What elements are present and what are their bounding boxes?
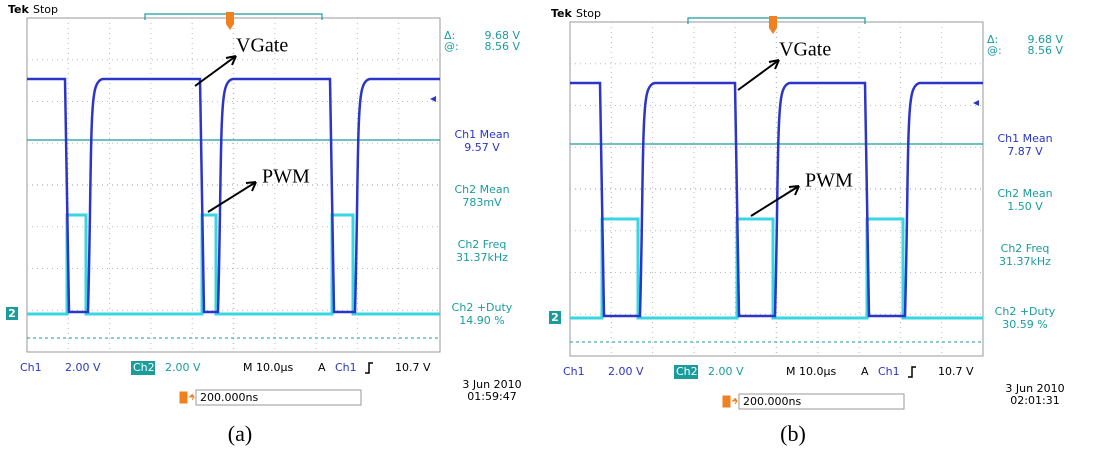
caption: (b) bbox=[780, 421, 806, 446]
caption: (a) bbox=[228, 421, 252, 446]
ch2-scale: 2.00 V bbox=[165, 361, 201, 374]
trigger-position: 200.000ns bbox=[200, 391, 258, 404]
time: 02:01:31 bbox=[1010, 394, 1059, 407]
trigger-mode: A bbox=[318, 361, 326, 374]
time: 01:59:47 bbox=[467, 390, 516, 403]
at-value: 8.56 V bbox=[484, 40, 520, 53]
ch2-scale: 2.00 V bbox=[708, 365, 744, 378]
measurement-label: Ch1 Mean bbox=[454, 128, 509, 141]
ch2-label: Ch2 bbox=[133, 361, 155, 374]
at-label: @: bbox=[987, 44, 1002, 57]
trigger-level: 10.7 V bbox=[395, 361, 431, 374]
measurement-label: Ch2 Freq bbox=[1001, 242, 1050, 255]
trigger-level: 10.7 V bbox=[938, 365, 974, 378]
channel-marker: 2 bbox=[551, 311, 559, 324]
status: Stop bbox=[576, 7, 601, 20]
trigger-channel: Ch1 bbox=[335, 361, 357, 374]
annotation: PWM bbox=[262, 166, 310, 188]
measurement-value: 1.50 V bbox=[1007, 200, 1043, 213]
ch1-label: Ch1 bbox=[20, 361, 42, 374]
measurement-value: 30.59 % bbox=[1002, 318, 1047, 331]
trigger-channel: Ch1 bbox=[878, 365, 900, 378]
brand: Tek bbox=[8, 3, 30, 16]
ch1-scale: 2.00 V bbox=[608, 365, 644, 378]
measurement-value: 31.37kHz bbox=[999, 255, 1051, 268]
trigger-edge bbox=[908, 367, 916, 377]
measurement-label: Ch2 Mean bbox=[454, 183, 509, 196]
trigger-pos-icon bbox=[723, 396, 737, 407]
trigger-pos-icon bbox=[180, 392, 194, 403]
measurement-label: Ch2 +Duty bbox=[452, 301, 513, 314]
trigger-edge bbox=[365, 363, 373, 373]
measurement-value: 7.87 V bbox=[1007, 145, 1043, 158]
measurement-value: 783mV bbox=[462, 196, 502, 209]
measurement-label: Ch2 +Duty bbox=[995, 305, 1056, 318]
trigger-mode: A bbox=[861, 365, 869, 378]
channel-marker: 2 bbox=[8, 307, 16, 320]
measurement-value: 31.37kHz bbox=[456, 251, 508, 264]
figure: 2TekStopΔ:9.68 V@:8.56 VCh1 Mean9.57 VCh… bbox=[0, 0, 1100, 450]
measurement-label: Ch1 Mean bbox=[997, 132, 1052, 145]
ch2-label: Ch2 bbox=[676, 365, 698, 378]
annotation: PWM bbox=[805, 170, 853, 192]
at-value: 8.56 V bbox=[1027, 44, 1063, 57]
ch1-scale: 2.00 V bbox=[65, 361, 101, 374]
annotation: VGate bbox=[236, 35, 288, 57]
brand: Tek bbox=[551, 7, 573, 20]
measurement-label: Ch2 Mean bbox=[997, 187, 1052, 200]
measurement-value: 9.57 V bbox=[464, 141, 500, 154]
timebase: M 10.0µs bbox=[786, 365, 836, 378]
annotation: VGate bbox=[779, 39, 831, 61]
measurement-label: Ch2 Freq bbox=[458, 238, 507, 251]
at-label: @: bbox=[444, 40, 459, 53]
timebase: M 10.0µs bbox=[243, 361, 293, 374]
trigger-position: 200.000ns bbox=[743, 395, 801, 408]
status: Stop bbox=[33, 3, 58, 16]
measurement-value: 14.90 % bbox=[459, 314, 504, 327]
ch1-label: Ch1 bbox=[563, 365, 585, 378]
